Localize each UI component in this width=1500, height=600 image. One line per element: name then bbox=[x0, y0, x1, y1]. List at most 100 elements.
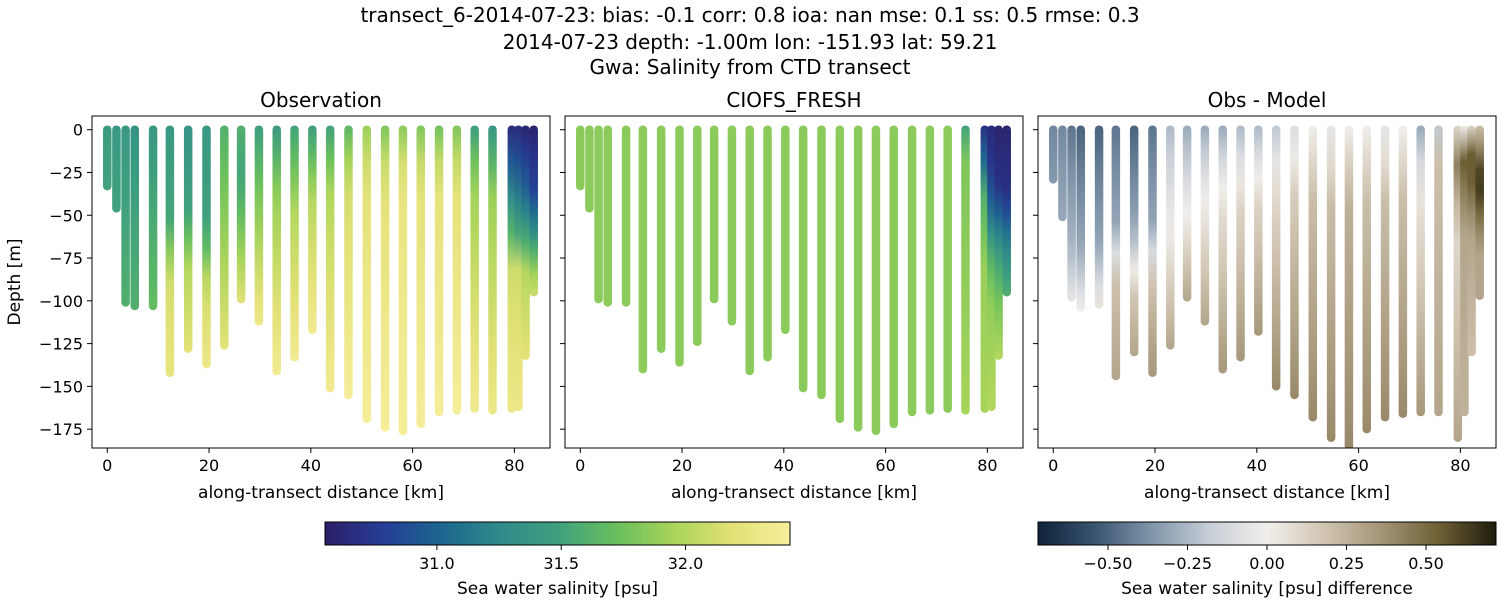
y-axis-label: Depth [m] bbox=[5, 238, 25, 325]
station-profile bbox=[1111, 125, 1121, 381]
y-tick-label: −50 bbox=[49, 206, 83, 225]
station-profile bbox=[1460, 125, 1469, 417]
panel-title: Observation bbox=[260, 88, 382, 112]
station-profile bbox=[362, 125, 372, 424]
station-profile bbox=[398, 125, 408, 436]
station-profile bbox=[1067, 125, 1076, 302]
y-tick-label: −75 bbox=[49, 249, 83, 268]
station-profile bbox=[183, 125, 193, 353]
x-tick-label: 40 bbox=[301, 456, 321, 475]
x-tick-label: 40 bbox=[774, 456, 794, 475]
station-profile bbox=[1344, 125, 1354, 448]
station-profile bbox=[889, 125, 898, 429]
colorbar-tick-label: 0.25 bbox=[1329, 554, 1365, 573]
station-profile bbox=[416, 125, 425, 429]
station-profile bbox=[994, 125, 1003, 360]
station-profile bbox=[871, 125, 881, 436]
station-profile bbox=[638, 125, 648, 374]
x-tick-label: 0 bbox=[102, 456, 112, 475]
station-profile bbox=[202, 125, 211, 369]
station-profile bbox=[121, 125, 130, 307]
figure-title-line-3: Gwa: Salinity from CTD transect bbox=[589, 55, 911, 79]
y-tick-label: −125 bbox=[39, 335, 83, 354]
station-profile bbox=[325, 125, 335, 393]
station-profile bbox=[745, 125, 754, 376]
colorbar-tick-label: −0.25 bbox=[1163, 554, 1212, 573]
axes-frame bbox=[91, 115, 551, 449]
panel-3: 0 20 40 60 80 Obs - Model along-transect dista… bbox=[1033, 88, 1497, 503]
station-profile bbox=[907, 125, 917, 417]
station-profile bbox=[943, 125, 952, 413]
station-profile bbox=[112, 125, 121, 213]
x-tick-label: 20 bbox=[1145, 456, 1165, 475]
station-profile bbox=[781, 125, 790, 335]
station-profile bbox=[656, 125, 666, 353]
panels: 0 20 40 60 80 0 −25 −50 −75 −100 −125 −150 −175 Obser… bbox=[5, 88, 1497, 503]
x-tick-label: 60 bbox=[875, 456, 895, 475]
station-profile bbox=[1453, 125, 1463, 442]
station-profile bbox=[1326, 125, 1336, 442]
x-tick-label: 80 bbox=[977, 456, 997, 475]
x-tick-label: 20 bbox=[672, 456, 692, 475]
figure-title-line-1: transect_6-2014-07-23: bias: -0.1 corr: … bbox=[360, 3, 1140, 27]
station-profile bbox=[1148, 125, 1157, 377]
station-profile bbox=[1398, 125, 1408, 419]
panel-title: CIOFS_FRESH bbox=[726, 88, 861, 112]
station-profile bbox=[1218, 125, 1227, 374]
y-tick-label: 0 bbox=[73, 121, 83, 140]
y-tick-label: −25 bbox=[49, 163, 83, 182]
colorbars: 31.0 31.5 32.0 Sea water salinity [psu] −0.5… bbox=[324, 521, 1497, 599]
station-profile bbox=[585, 125, 594, 213]
colorbar-tick-label: 0.50 bbox=[1408, 554, 1444, 573]
station-profile bbox=[236, 125, 246, 304]
station-profile bbox=[1076, 125, 1085, 312]
station-profile bbox=[452, 125, 462, 415]
station-profile bbox=[1416, 125, 1425, 417]
station-profile bbox=[272, 125, 281, 376]
station-profile bbox=[961, 125, 970, 415]
x-tick-label: 20 bbox=[199, 456, 219, 475]
x-tick-label: 0 bbox=[575, 456, 585, 475]
station-profile bbox=[1094, 125, 1104, 309]
colorbar-tick-label: 31.5 bbox=[543, 554, 579, 573]
station-profile bbox=[675, 125, 684, 367]
axes-frame bbox=[1037, 115, 1497, 449]
station-profile bbox=[521, 125, 530, 360]
station-profile bbox=[1467, 125, 1476, 357]
figure-title-line-2: 2014-07-23 depth: -1.00m lon: -151.93 la… bbox=[502, 30, 998, 54]
station-profile bbox=[1362, 125, 1371, 434]
station-profile bbox=[1182, 125, 1192, 302]
station-profile bbox=[434, 125, 444, 417]
station-profile bbox=[576, 125, 585, 191]
station-profile bbox=[763, 125, 772, 362]
y-tick-label: −100 bbox=[39, 292, 83, 311]
panel-1: 0 20 40 60 80 0 −25 −50 −75 −100 −125 −150 −175 Obser… bbox=[5, 88, 551, 503]
x-tick-label: 60 bbox=[402, 456, 422, 475]
x-tick-label: 60 bbox=[1348, 456, 1368, 475]
x-tick-label: 80 bbox=[504, 456, 524, 475]
station-profile bbox=[987, 125, 996, 412]
station-profile bbox=[507, 125, 517, 413]
axes-frame bbox=[564, 115, 1024, 449]
station-profile bbox=[1380, 125, 1390, 422]
x-axis-label: along-transect distance [km] bbox=[198, 483, 444, 503]
station-profile bbox=[1236, 125, 1245, 362]
station-profile bbox=[529, 125, 538, 297]
station-profile bbox=[1166, 125, 1175, 350]
station-profile bbox=[470, 125, 479, 413]
x-tick-label: 80 bbox=[1450, 456, 1470, 475]
y-tick-label: −175 bbox=[39, 420, 83, 439]
station-profile bbox=[165, 125, 175, 377]
colorbar-1: 31.0 31.5 32.0 Sea water salinity [psu] bbox=[324, 521, 791, 599]
station-profile bbox=[148, 125, 158, 311]
station-profile bbox=[130, 125, 139, 311]
colorbar-gradient bbox=[1037, 521, 1497, 546]
station-profile bbox=[709, 125, 719, 304]
x-tick-label: 0 bbox=[1048, 456, 1058, 475]
colorbar-gradient bbox=[324, 521, 791, 546]
colorbar-label: Sea water salinity [psu] difference bbox=[1121, 579, 1413, 599]
station-profile bbox=[103, 125, 112, 191]
station-profile bbox=[1049, 125, 1058, 184]
station-profile bbox=[835, 125, 845, 424]
